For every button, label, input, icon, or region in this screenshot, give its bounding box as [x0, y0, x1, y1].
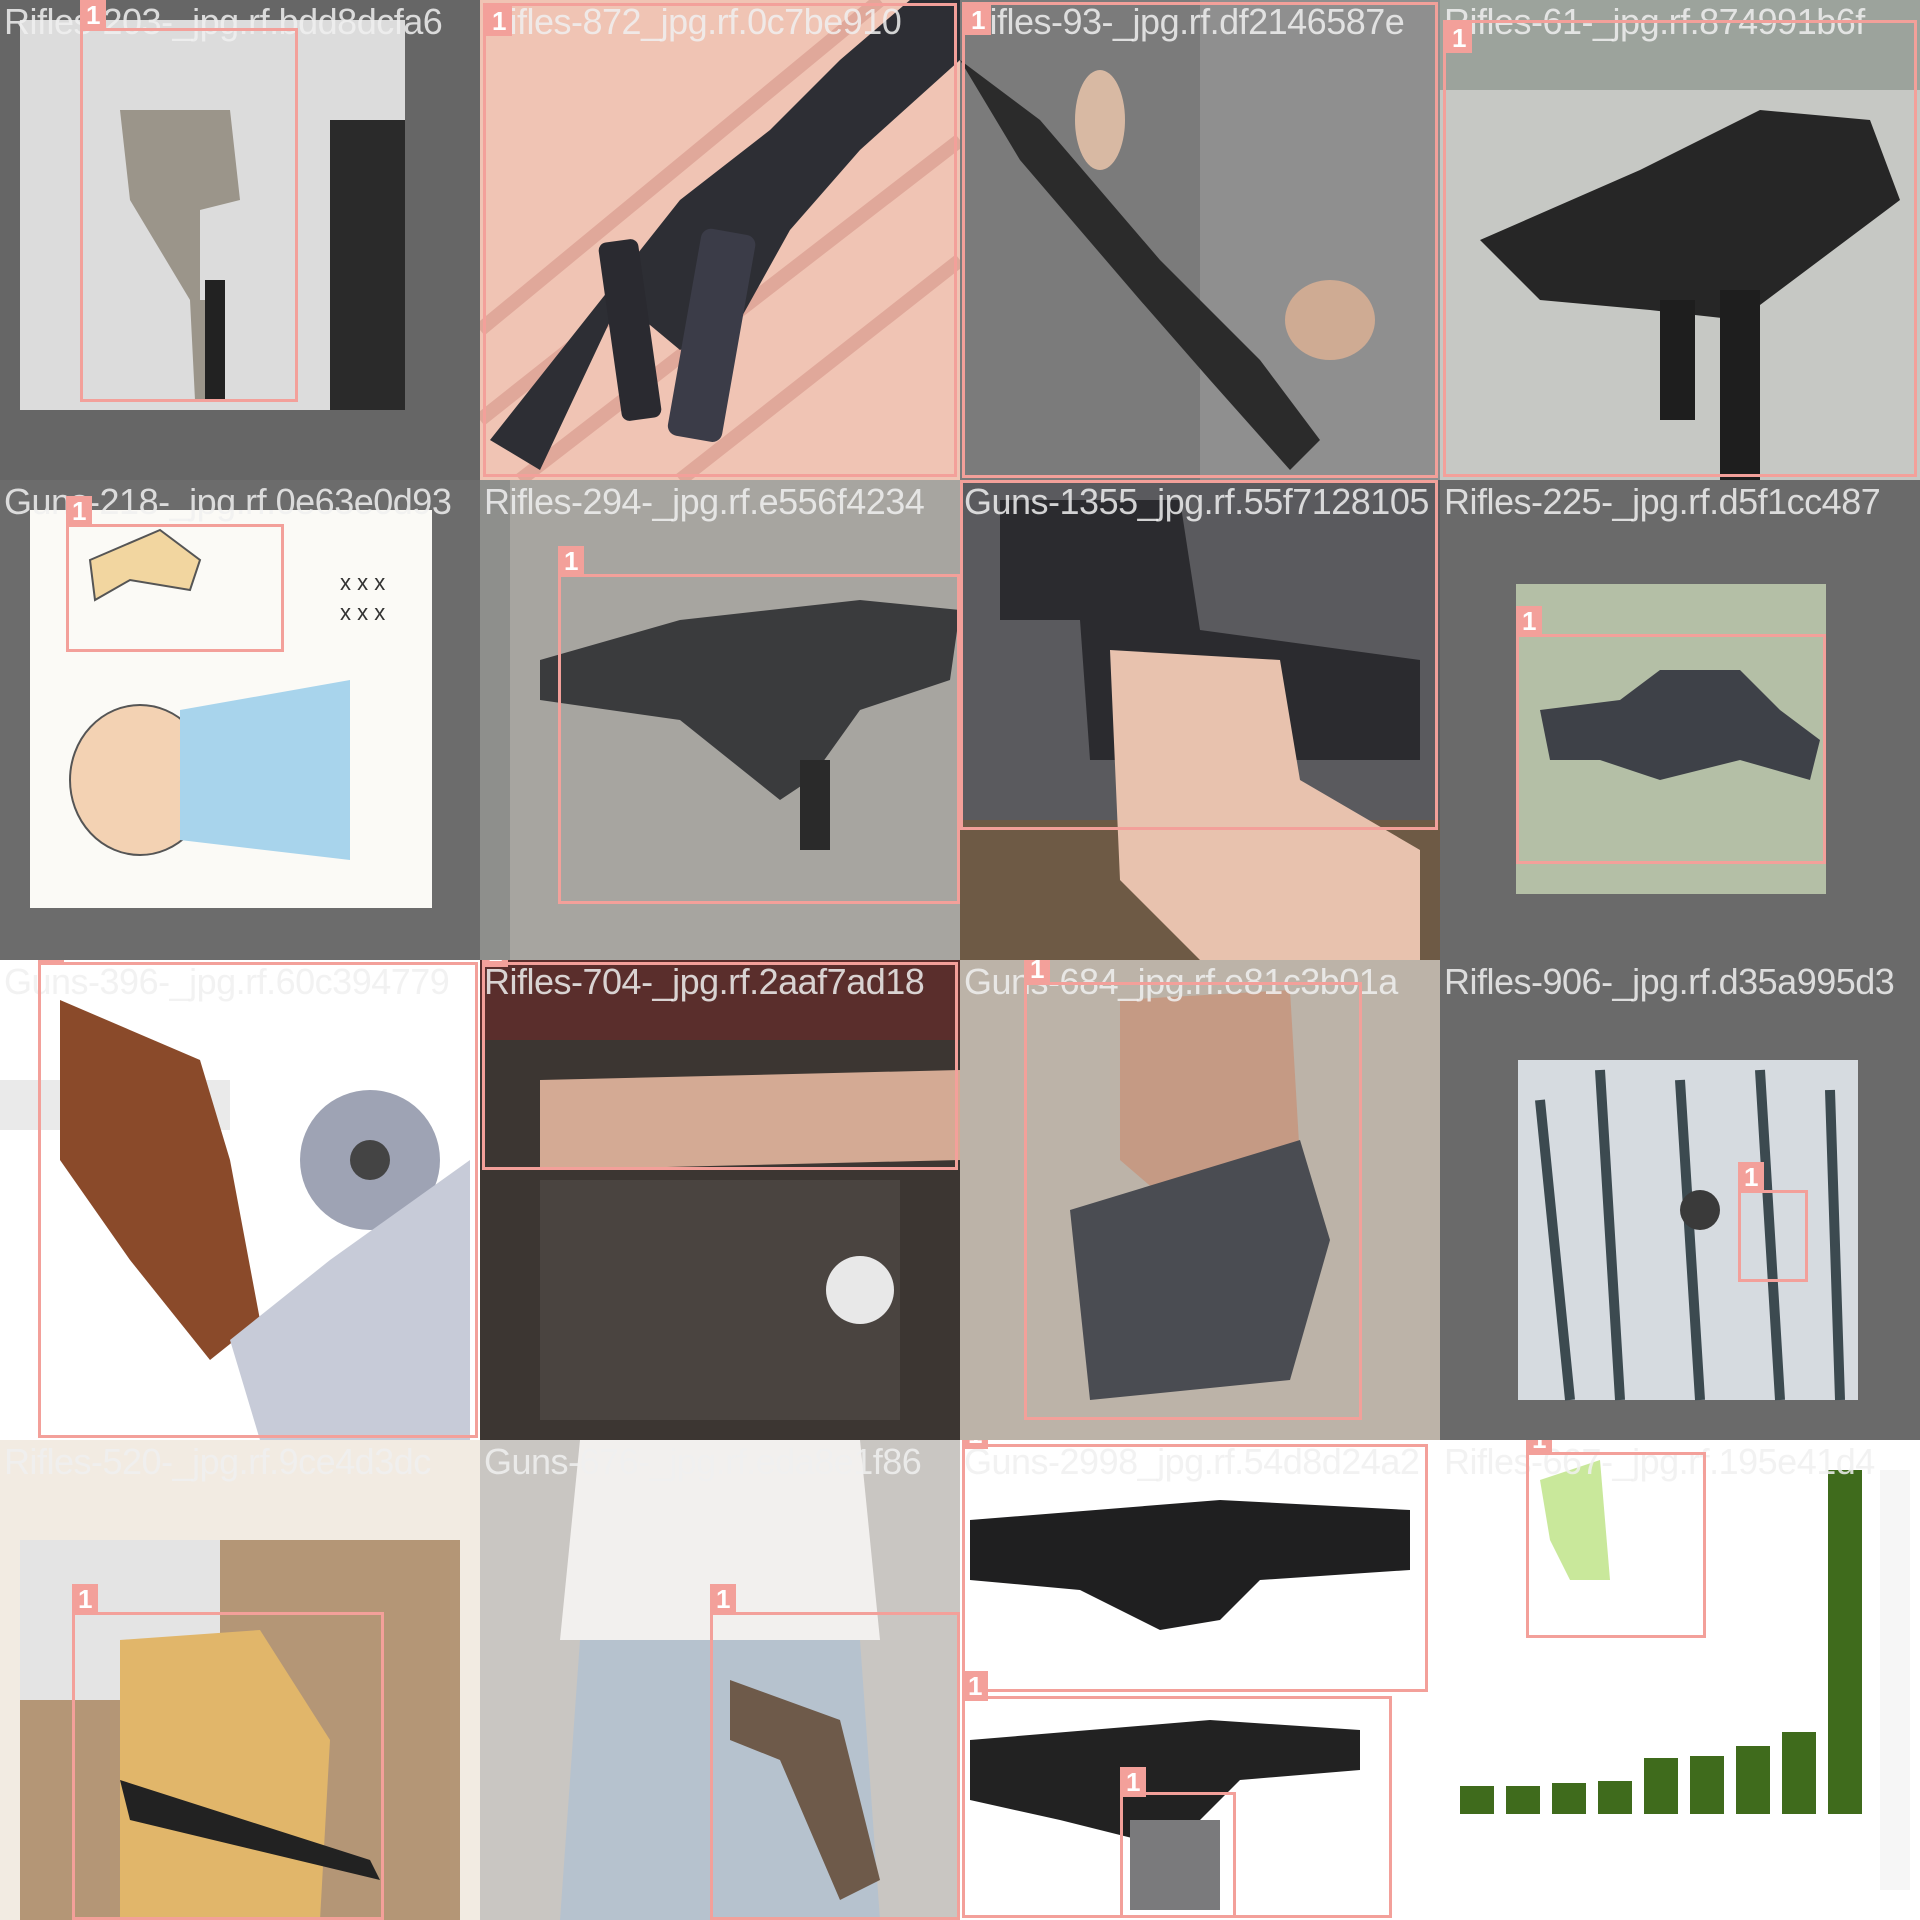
tile-photo: [960, 480, 1440, 960]
class-label: 1: [1526, 1440, 1553, 1454]
tile-photo: x x x x x x: [0, 480, 480, 960]
bounding-box: 1: [1526, 1440, 1706, 1638]
class-label: 1: [1516, 606, 1543, 636]
tile-photo: [1440, 0, 1920, 480]
class-label: 1: [965, 5, 992, 35]
bounding-box: 1: [66, 496, 284, 652]
tile-photo: [1440, 1440, 1920, 1920]
bounding-box: 1: [80, 0, 298, 402]
tile-9[interactable]: Guns-396-_jpg.rf.60c394779 1: [0, 960, 480, 1440]
tile-photo: [480, 0, 960, 480]
tile-13[interactable]: Rifles-520-_jpg.rf.9ce4d3dc 1: [0, 1440, 480, 1920]
bounding-box-3: 1: [1120, 1767, 1236, 1918]
bounding-box: 1: [38, 960, 478, 1438]
tile-3[interactable]: Rifles-93-_jpg.rf.df2146587e 1: [960, 0, 1440, 480]
tile-2[interactable]: Rifles-872_jpg.rf.0c7be910 1: [480, 0, 960, 480]
bounding-box: 1: [1738, 1162, 1808, 1282]
tile-1[interactable]: Rifles-203-_jpg.rf.bdd8dcfa6 1: [0, 0, 480, 480]
bounding-box: 1: [710, 1584, 960, 1920]
tile-15[interactable]: Guns-2998_jpg.rf.54d8d24a2 1 1 1: [960, 1440, 1440, 1920]
tile-photo: [960, 0, 1440, 480]
tile-photo: [960, 1440, 1440, 1920]
tile-16[interactable]: Rifles-667-_jpg.rf.195e41d4 1: [1440, 1440, 1920, 1920]
tile-5[interactable]: x x x x x x Guns-218-_jpg.rf.0e63e0d93 1: [0, 480, 480, 960]
bounding-box: 1: [1516, 606, 1826, 864]
svg-text:x x x: x x x: [340, 570, 385, 595]
tile-10[interactable]: Rifles-704-_jpg.rf.2aaf7ad18 1: [480, 960, 960, 1440]
bounding-box: 1: [72, 1584, 384, 1920]
class-label: 1: [558, 546, 585, 576]
class-label: 1: [66, 496, 93, 526]
tile-4[interactable]: Rifles-61-_jpg.rf.874991b6f 1: [1440, 0, 1920, 480]
tile-photo: [480, 960, 960, 1440]
class-label: 1: [1120, 1767, 1147, 1797]
bounding-box-1: 1: [962, 1440, 1428, 1692]
svg-text:x x x: x x x: [340, 600, 385, 625]
tile-photo: [480, 1440, 960, 1920]
class-label: 1: [38, 960, 65, 964]
tile-8[interactable]: Rifles-225-_jpg.rf.d5f1cc487 1: [1440, 480, 1920, 960]
tile-14[interactable]: Guns-676-_jpg.rf.eda8e1f86 1: [480, 1440, 960, 1920]
bounding-box: 1: [960, 480, 1438, 830]
tile-11[interactable]: Guns-684_jpg.rf.e81c3b01a 1: [960, 960, 1440, 1440]
class-label: 1: [80, 0, 107, 30]
tile-12[interactable]: Rifles-906-_jpg.rf.d35a995d3 1: [1440, 960, 1920, 1440]
class-label: 1: [1738, 1162, 1765, 1192]
class-label: 1: [710, 1584, 737, 1614]
bounding-box: 1: [1443, 20, 1917, 477]
class-label: 1: [1446, 23, 1473, 53]
bounding-box: 1: [558, 546, 960, 904]
tile-photo: [1440, 960, 1920, 1440]
class-label: 1: [1024, 960, 1051, 984]
tile-6[interactable]: Rifles-294-_jpg.rf.e556f4234 1: [480, 480, 960, 960]
tile-photo: [0, 960, 480, 1440]
bounding-box: 1: [1024, 960, 1362, 1420]
class-label: 1: [72, 1584, 99, 1614]
class-label: 1: [486, 6, 513, 36]
class-label: 1: [482, 960, 509, 967]
bounding-box: 1: [962, 2, 1438, 478]
class-label: 1: [962, 1440, 989, 1449]
bounding-box: 1: [483, 3, 957, 477]
tile-7[interactable]: Guns-1355_jpg.rf.55f7128105 1: [960, 480, 1440, 960]
class-label: 1: [962, 1671, 989, 1701]
bounding-box: 1: [482, 960, 958, 1170]
